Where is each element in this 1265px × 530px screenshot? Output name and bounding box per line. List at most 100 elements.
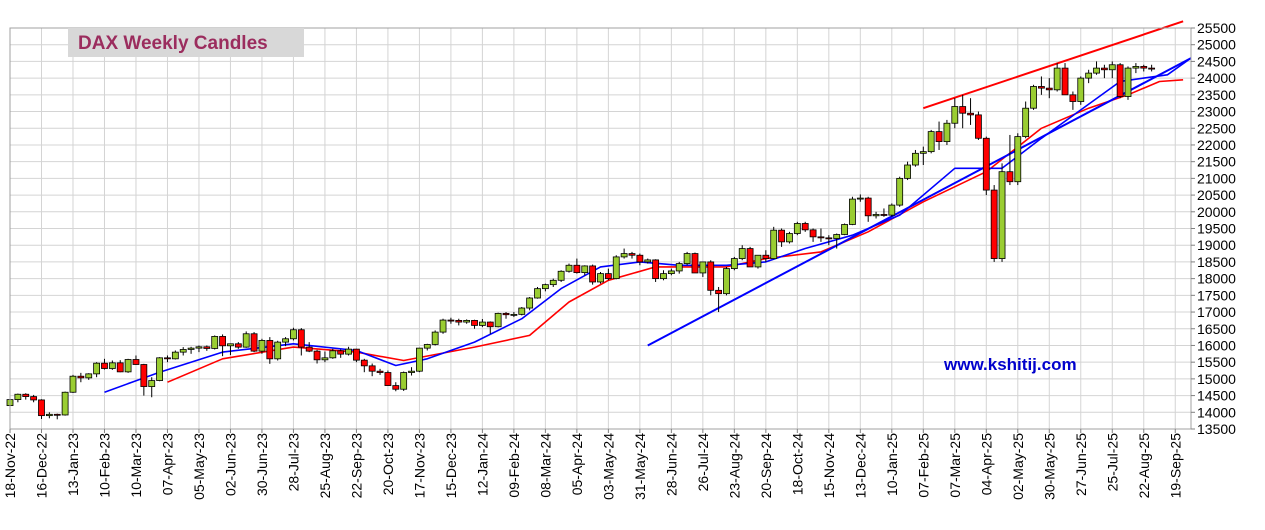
y-tick-label: 23500: [1197, 87, 1236, 103]
y-tick-label: 22500: [1197, 120, 1236, 136]
x-tick-label: 30-May-25: [1041, 433, 1057, 500]
y-tick-label: 13500: [1197, 421, 1236, 437]
candle: [549, 278, 557, 287]
up-candle-body: [597, 273, 604, 283]
down-candle-body: [360, 359, 368, 367]
x-tick-label: 30-Jun-23: [254, 433, 270, 496]
x-tick-label: 17-Nov-23: [411, 433, 427, 499]
candle: [581, 265, 589, 276]
candle: [817, 228, 825, 242]
candle: [368, 363, 376, 377]
candle: [510, 312, 518, 318]
candle: [45, 412, 53, 419]
candle: [1038, 76, 1045, 95]
watermark: www.kshitij.com: [943, 355, 1077, 374]
candle: [329, 348, 337, 359]
candle: [392, 382, 400, 392]
candle: [683, 251, 691, 266]
down-candle-body: [959, 106, 967, 114]
up-candle-body: [951, 106, 959, 124]
up-candle-body: [770, 229, 778, 259]
x-tick-label: 05-Apr-24: [569, 433, 585, 495]
candle: [156, 357, 163, 382]
candle: [1100, 64, 1108, 79]
y-tick-label: 18000: [1197, 271, 1236, 287]
candle: [14, 393, 22, 403]
x-tick-label: 28-Jul-23: [285, 433, 301, 492]
candle: [93, 362, 101, 378]
down-candle-body: [604, 273, 612, 280]
up-candle-body: [1124, 67, 1132, 97]
up-candle-body: [108, 362, 116, 369]
down-candle-body: [305, 346, 313, 352]
down-candle-body: [746, 248, 754, 268]
candle: [967, 98, 974, 125]
up-candle-body: [534, 288, 541, 299]
candle: [541, 283, 549, 292]
up-candle-body: [549, 279, 557, 286]
candles: [6, 61, 1156, 420]
candle: [1061, 63, 1069, 96]
up-candle-body: [290, 329, 297, 340]
candle: [423, 343, 431, 351]
down-candle-body: [864, 197, 872, 217]
down-candle-body: [53, 413, 61, 416]
candle: [38, 399, 45, 419]
x-tick-label: 20-Oct-23: [380, 433, 396, 495]
candle: [1053, 63, 1061, 92]
candle: [849, 196, 856, 226]
up-candle-body: [1077, 77, 1085, 102]
y-tick-label: 20000: [1197, 204, 1236, 220]
candle: [959, 94, 967, 129]
down-candle-body: [652, 259, 660, 280]
up-candle-body: [518, 307, 526, 315]
up-candle-body: [667, 270, 675, 275]
x-tick-label: 16-Dec-22: [33, 433, 49, 499]
candle: [1077, 76, 1085, 105]
down-candle-body: [715, 289, 722, 295]
up-candle-body: [321, 357, 329, 361]
up-candle-body: [1085, 72, 1093, 79]
candle: [982, 136, 990, 196]
down-candle-body: [250, 333, 258, 352]
candle: [22, 393, 30, 400]
x-tick-label: 19-Sep-25: [1167, 433, 1183, 499]
up-candle-body: [793, 223, 801, 234]
y-tick-label: 21500: [1197, 154, 1236, 170]
candle: [148, 377, 156, 398]
candle: [604, 268, 612, 281]
candle: [1108, 61, 1116, 79]
candle: [360, 358, 368, 373]
candle: [227, 343, 234, 356]
up-candle-body: [93, 362, 101, 375]
y-tick-label: 24500: [1197, 53, 1236, 69]
candle: [321, 351, 329, 363]
candle: [998, 163, 1006, 262]
down-candle-body: [589, 265, 597, 283]
up-candle-body: [856, 197, 864, 200]
candle: [762, 250, 770, 262]
candle: [589, 264, 597, 285]
up-candle-body: [345, 348, 352, 355]
candle: [69, 374, 77, 393]
y-tick-label: 17000: [1197, 304, 1236, 320]
down-candle-body: [22, 393, 30, 397]
up-candle-body: [45, 413, 53, 417]
candle: [597, 271, 604, 284]
candle: [1022, 101, 1030, 139]
candle: [935, 121, 943, 150]
candle: [108, 360, 116, 370]
candle: [1069, 91, 1077, 110]
up-candle-body: [730, 258, 738, 270]
down-candle-body: [337, 350, 345, 355]
down-candle-body: [30, 396, 38, 401]
axes: 1350014000145001500015500160001650017000…: [2, 20, 1236, 500]
down-candle-body: [990, 189, 998, 259]
up-candle-body: [85, 373, 93, 379]
up-candle-body: [1093, 67, 1100, 74]
candle: [447, 317, 455, 324]
candle: [258, 338, 266, 354]
down-candle-body: [297, 329, 305, 348]
up-candle-body: [400, 372, 408, 390]
up-candle-body: [282, 338, 289, 343]
